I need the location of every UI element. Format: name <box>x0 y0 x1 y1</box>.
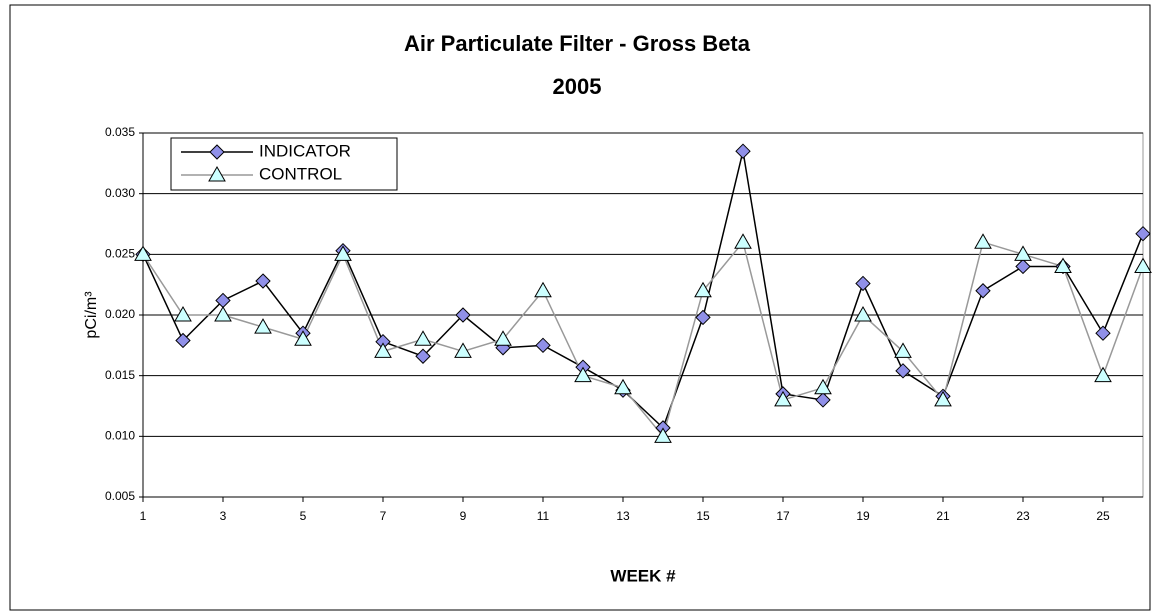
legend-label: CONTROL <box>259 164 342 183</box>
chart-title: Air Particulate Filter - Gross Beta <box>404 31 751 56</box>
triangle-marker <box>294 330 312 346</box>
x-tick-label: 25 <box>1096 509 1110 523</box>
diamond-marker <box>855 275 871 292</box>
triangle-marker <box>254 318 272 334</box>
diamond-marker <box>895 363 911 379</box>
diamond-marker <box>975 283 991 299</box>
triangle-marker <box>374 342 392 358</box>
triangle-marker <box>1134 257 1152 273</box>
triangle-marker <box>934 390 952 407</box>
triangle-marker <box>214 305 232 322</box>
triangle-marker <box>454 342 472 358</box>
triangle-marker <box>974 233 992 249</box>
triangle-marker <box>208 165 226 182</box>
diamond-marker <box>815 392 831 408</box>
x-tick-label: 11 <box>537 509 550 523</box>
y-tick-label: 0.025 <box>105 247 135 261</box>
triangle-marker <box>814 378 832 395</box>
x-tick-label: 15 <box>696 509 710 523</box>
triangle-marker <box>654 427 672 443</box>
diamond-marker <box>455 307 471 323</box>
diamond-marker <box>535 337 551 354</box>
diamond-marker <box>175 332 191 349</box>
chart-subtitle: 2005 <box>553 74 602 99</box>
y-tick-label: 0.020 <box>105 307 135 321</box>
diamond-marker <box>1135 225 1151 242</box>
x-tick-label: 1 <box>140 509 147 523</box>
y-tick-label: 0.035 <box>105 125 135 139</box>
x-tick-label: 13 <box>616 509 630 523</box>
y-tick-label: 0.005 <box>105 489 135 503</box>
diamond-marker <box>695 309 711 326</box>
diamond-marker <box>255 273 271 289</box>
x-tick-label: 19 <box>856 509 870 523</box>
x-tick-label: 17 <box>776 509 790 523</box>
diamond-marker <box>1015 258 1031 275</box>
x-tick-label: 9 <box>460 509 467 523</box>
triangle-marker <box>694 281 712 298</box>
diamond-marker <box>209 144 225 160</box>
triangle-marker <box>774 390 792 407</box>
triangle-marker <box>1014 245 1032 261</box>
y-tick-label: 0.015 <box>105 368 135 382</box>
x-tick-label: 3 <box>220 509 227 523</box>
diamond-marker <box>735 143 751 159</box>
triangle-marker <box>534 281 552 298</box>
x-tick-label: 23 <box>1016 509 1030 523</box>
y-tick-label: 0.030 <box>105 186 135 200</box>
x-axis-title: WEEK # <box>610 566 676 585</box>
triangle-marker <box>734 233 752 249</box>
triangle-marker <box>854 305 872 322</box>
x-tick-label: 7 <box>380 509 387 523</box>
triangle-marker <box>1054 257 1072 273</box>
triangle-marker <box>894 342 912 358</box>
diamond-marker <box>415 348 431 364</box>
triangle-marker <box>574 366 592 383</box>
y-tick-label: 0.010 <box>105 429 135 443</box>
x-tick-label: 21 <box>936 509 950 523</box>
triangle-marker <box>174 305 192 322</box>
series-line <box>142 151 1144 430</box>
triangle-marker <box>134 245 152 261</box>
triangle-marker <box>414 330 432 346</box>
y-axis-title: pCi/m³ <box>83 291 100 339</box>
triangle-marker <box>334 245 352 261</box>
triangle-marker <box>614 378 632 395</box>
triangle-marker <box>1094 366 1112 383</box>
x-tick-label: 5 <box>300 509 307 523</box>
series-line <box>142 240 1144 438</box>
legend-label: INDICATOR <box>259 141 351 160</box>
triangle-marker <box>494 330 512 346</box>
diamond-marker <box>1095 325 1111 341</box>
